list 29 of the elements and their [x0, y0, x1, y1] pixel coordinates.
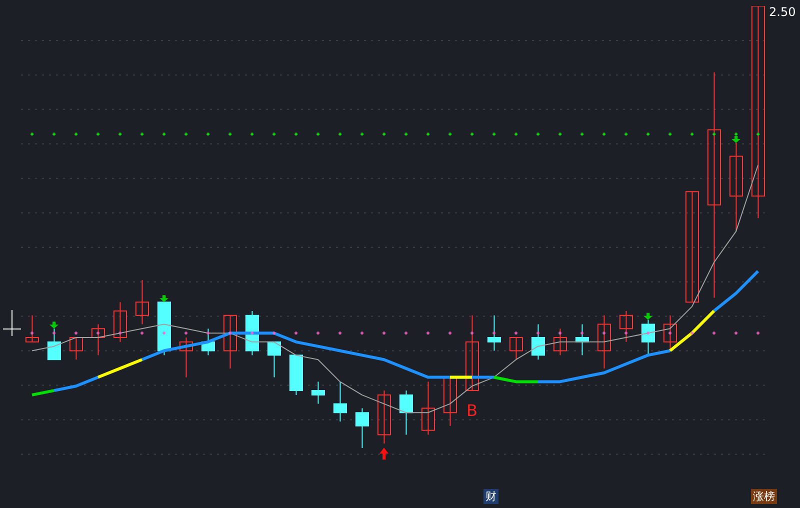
candlestick — [663, 314, 677, 352]
candlestick — [223, 314, 237, 369]
candlestick — [509, 337, 523, 360]
candlestick — [707, 72, 721, 298]
candlestick — [377, 390, 391, 444]
candlestick — [619, 310, 633, 342]
candlestick — [311, 381, 325, 404]
candlestick — [267, 341, 281, 378]
candlestick — [25, 314, 39, 342]
annotation: 2.50 — [769, 5, 796, 19]
candlestick — [421, 381, 435, 436]
candlestick — [553, 328, 567, 356]
candlestick — [487, 314, 501, 352]
candlestick — [751, 6, 765, 219]
candlestick — [333, 381, 347, 422]
annotation: B — [466, 401, 478, 420]
text: 涨榜 — [753, 490, 775, 503]
candlestick — [179, 337, 193, 378]
candlestick — [399, 390, 413, 436]
candlestick — [685, 191, 699, 303]
candlestick — [531, 324, 545, 360]
candlestick — [113, 302, 127, 342]
candlestick — [355, 408, 369, 448]
candlestick — [597, 314, 611, 369]
candlestick — [91, 324, 105, 356]
candlestick — [135, 280, 149, 325]
candlestick — [465, 314, 479, 392]
candlestick — [69, 337, 83, 360]
text: 财 — [486, 490, 496, 503]
